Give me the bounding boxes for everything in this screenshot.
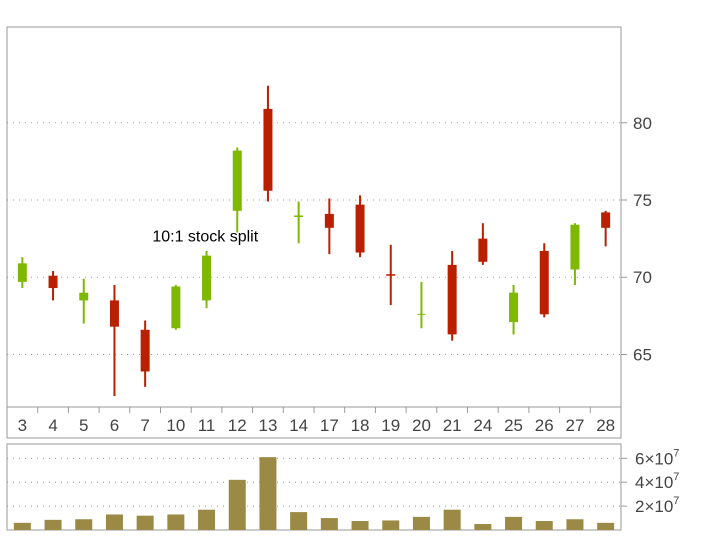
x-tick-label: 27	[565, 416, 584, 435]
candle-body	[17, 263, 27, 282]
candle-body	[447, 264, 457, 335]
price-gridlines	[7, 122, 621, 355]
price-y-tick-label: 70	[633, 268, 652, 287]
volume-bar	[44, 519, 62, 530]
volume-bar	[443, 509, 461, 530]
volume-bar	[136, 515, 154, 530]
volume-bar	[505, 516, 523, 530]
price-y-tick-label: 80	[633, 114, 652, 133]
candle-body	[386, 274, 396, 276]
volume-bar	[597, 522, 615, 530]
x-tick-label: 19	[381, 416, 400, 435]
x-axis-ticks: 3 4 5 6 7 10 11 12 13 14 17 18 19 20 21 24 25 26 27 28	[18, 407, 615, 435]
volume-bar	[535, 521, 553, 530]
volume-bar	[228, 479, 246, 530]
candle-body	[509, 292, 519, 323]
volume-y-tick-label: 4×107	[635, 471, 679, 492]
x-tick-label: 7	[140, 416, 149, 435]
x-tick-label: 4	[48, 416, 57, 435]
candle-body	[355, 204, 365, 253]
volume-bar	[351, 521, 369, 530]
volume-bars	[13, 457, 615, 530]
x-tick-label: 13	[258, 416, 277, 435]
volume-gridlines	[7, 457, 621, 507]
candle-body	[202, 255, 212, 301]
x-tick-label: 10	[166, 416, 185, 435]
candle-body	[109, 300, 119, 327]
volume-y-axis: 2×107 4×107 6×107	[621, 447, 679, 516]
x-tick-label: 5	[79, 416, 88, 435]
x-tick-label: 21	[443, 416, 462, 435]
volume-bar	[259, 457, 277, 530]
candle-body	[294, 215, 304, 217]
candle-body	[539, 250, 549, 315]
x-tick-label: 24	[473, 416, 492, 435]
candle-body	[232, 150, 242, 211]
volume-bar	[290, 512, 308, 530]
x-tick-label: 6	[110, 416, 119, 435]
volume-panel-frame	[6, 443, 622, 531]
candle-body	[263, 108, 273, 191]
price-panel: 65 70 75 80 10:1 stock split	[6, 26, 652, 408]
candle-body	[324, 213, 334, 228]
volume-bar	[167, 514, 185, 530]
x-tick-label: 11	[198, 416, 216, 435]
candle-body	[478, 238, 488, 262]
volume-bar	[75, 519, 93, 530]
volume-bar	[382, 520, 400, 530]
x-tick-label: 25	[504, 416, 523, 435]
volume-bar	[198, 509, 216, 530]
volume-bar	[412, 516, 430, 530]
price-y-tick-label: 75	[633, 191, 652, 210]
candle-body	[171, 286, 181, 329]
volume-bar	[13, 522, 31, 530]
candlesticks	[17, 85, 611, 397]
price-y-axis: 65 70 75 80	[621, 114, 652, 364]
volume-y-tick-exponent: 7	[673, 471, 679, 483]
candle-body	[48, 275, 58, 289]
candle-body	[570, 224, 580, 270]
x-tick-label: 14	[289, 416, 308, 435]
x-tick-label: 12	[228, 416, 247, 435]
price-panel-frame	[6, 26, 622, 408]
x-tick-label: 26	[535, 416, 554, 435]
price-y-tick-label: 65	[633, 345, 652, 364]
volume-panel: 2×107 4×107 6×107	[6, 443, 679, 531]
x-tick-label: 17	[320, 416, 339, 435]
candle-body	[140, 329, 150, 372]
volume-y-tick-exponent: 7	[673, 495, 679, 507]
volume-bar	[474, 524, 492, 530]
x-tick-label: 28	[596, 416, 615, 435]
stock-split-annotation: 10:1 stock split	[152, 229, 258, 246]
volume-y-tick-exponent: 7	[673, 447, 679, 459]
x-tick-label: 3	[18, 416, 27, 435]
candle-body	[601, 212, 611, 228]
volume-y-tick-label: 2×107	[635, 495, 679, 516]
candle-body	[79, 292, 89, 301]
x-tick-label: 18	[351, 416, 370, 435]
volume-y-tick-label: 6×107	[635, 447, 679, 468]
volume-bar	[105, 514, 123, 530]
volume-bar	[566, 519, 584, 530]
x-tick-label: 20	[412, 416, 431, 435]
volume-bar	[320, 518, 338, 530]
x-axis: 3 4 5 6 7 10 11 12 13 14 17 18 19 20 21 24 25 26 27 28	[6, 406, 622, 439]
